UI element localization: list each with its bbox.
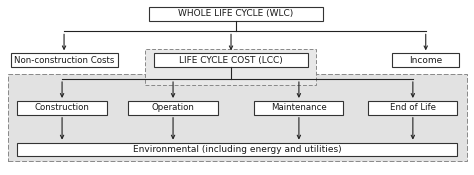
FancyBboxPatch shape <box>146 49 316 85</box>
FancyBboxPatch shape <box>128 101 218 115</box>
FancyBboxPatch shape <box>18 143 457 156</box>
FancyBboxPatch shape <box>18 101 107 115</box>
Text: Environmental (including energy and utilities): Environmental (including energy and util… <box>133 145 342 154</box>
FancyBboxPatch shape <box>368 101 457 115</box>
Text: Construction: Construction <box>35 103 90 112</box>
FancyBboxPatch shape <box>154 53 308 67</box>
Text: Non-construction Costs: Non-construction Costs <box>14 56 114 65</box>
Text: Operation: Operation <box>152 103 194 112</box>
FancyBboxPatch shape <box>10 53 118 67</box>
FancyBboxPatch shape <box>392 53 459 67</box>
Text: End of Life: End of Life <box>390 103 436 112</box>
FancyBboxPatch shape <box>255 101 344 115</box>
Text: WHOLE LIFE CYCLE (WLC): WHOLE LIFE CYCLE (WLC) <box>178 9 293 18</box>
FancyBboxPatch shape <box>8 74 467 161</box>
FancyBboxPatch shape <box>149 7 323 20</box>
Text: LIFE CYCLE COST (LCC): LIFE CYCLE COST (LCC) <box>179 56 283 65</box>
Text: Income: Income <box>409 56 442 65</box>
Text: Maintenance: Maintenance <box>271 103 327 112</box>
